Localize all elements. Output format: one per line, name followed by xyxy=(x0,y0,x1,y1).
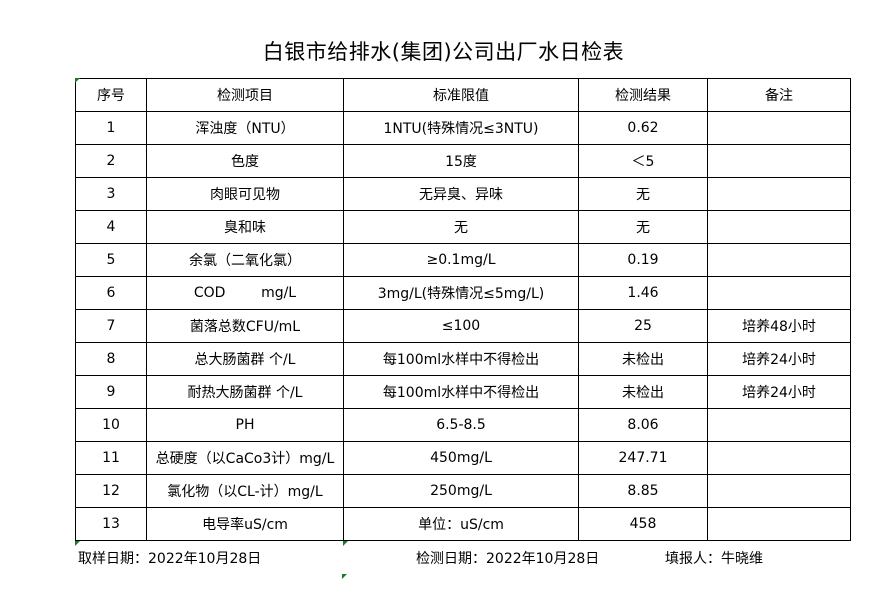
standard-limit: 6.5-8.5 xyxy=(343,408,579,442)
standard-limit: 每100ml水样中不得检出 xyxy=(343,375,579,409)
test-result: 458 xyxy=(578,507,708,541)
standard-limit: 无 xyxy=(343,210,579,244)
comment-marker-icon xyxy=(75,541,80,546)
test-item: 肉眼可见物 xyxy=(146,177,344,211)
row-index: 10 xyxy=(75,408,147,442)
standard-limit: 1NTU(特殊情况≤3NTU) xyxy=(343,111,579,145)
row-index: 5 xyxy=(75,243,147,277)
test-item: 浑浊度（NTU） xyxy=(146,111,344,145)
standard-limit: 250mg/L xyxy=(343,474,579,508)
remark xyxy=(707,144,851,178)
test-result: 未检出 xyxy=(578,375,708,409)
remark xyxy=(707,177,851,211)
standard-limit: 单位：uS/cm xyxy=(343,507,579,541)
table-row: 9 耐热大肠菌群 个/L 每100ml水样中不得检出 未检出 培养24小时 xyxy=(75,375,851,409)
table-row: 11 总硬度（以CaCo3计）mg/L 450mg/L 247.71 xyxy=(75,441,851,475)
test-item: COD mg/L xyxy=(146,276,344,310)
standard-limit: 无异臭、异味 xyxy=(343,177,579,211)
test-result: 25 xyxy=(578,309,708,343)
table-row: 3 肉眼可见物 无异臭、异味无 xyxy=(75,177,851,211)
row-index: 3 xyxy=(75,177,147,211)
row-index: 2 xyxy=(75,144,147,178)
table-row: 1 浑浊度（NTU） 1NTU(特殊情况≤3NTU) 0.62 xyxy=(75,111,851,145)
header-index: 序号 xyxy=(75,78,147,112)
test-result: 0.19 xyxy=(578,243,708,277)
remark xyxy=(707,441,851,475)
remark xyxy=(707,276,851,310)
remark xyxy=(707,210,851,244)
row-index: 13 xyxy=(75,507,147,541)
remark: 培养24小时 xyxy=(707,342,851,376)
table-row: 12 氯化物（以CL-计）mg/L 250mg/L 8.85 xyxy=(75,474,851,508)
row-index: 9 xyxy=(75,375,147,409)
table-row: 5 余氯（二氧化氯） ≥0.1mg/L 0.19 xyxy=(75,243,851,277)
standard-limit: ≥0.1mg/L xyxy=(343,243,579,277)
test-item: 臭和味 xyxy=(146,210,344,244)
standard-limit: 每100ml水样中不得检出 xyxy=(343,342,579,376)
page-title: 白银市给排水(集团)公司出厂水日检表 xyxy=(262,40,625,64)
test-item: 余氯（二氧化氯） xyxy=(146,243,344,277)
table-header-row: 序号 检测项目 标准限值 检测结果 备注 xyxy=(75,78,851,112)
remark xyxy=(707,408,851,442)
test-item: 耐热大肠菌群 个/L xyxy=(146,375,344,409)
comment-marker-icon xyxy=(342,574,347,579)
remark xyxy=(707,243,851,277)
row-index: 6 xyxy=(75,276,147,310)
header-limit: 标准限值 xyxy=(343,78,579,112)
test-result: 无 xyxy=(578,210,708,244)
standard-limit: 15度 xyxy=(343,144,579,178)
header-remark: 备注 xyxy=(707,78,851,112)
test-result: 0.62 xyxy=(578,111,708,145)
row-index: 4 xyxy=(75,210,147,244)
table-row: 10 PH 6.5-8.5 8.06 xyxy=(75,408,851,442)
header-item: 检测项目 xyxy=(146,78,344,112)
test-item: 总硬度（以CaCo3计）mg/L xyxy=(146,441,344,475)
row-index: 11 xyxy=(75,441,147,475)
table-row: 4 臭和味无无 xyxy=(75,210,851,244)
sampling-date: 取样日期：2022年10月28日 xyxy=(78,551,262,567)
comment-marker-icon xyxy=(343,541,348,546)
reporter: 填报人：牛晓维 xyxy=(665,551,763,567)
remark: 培养24小时 xyxy=(707,375,851,409)
table-row: 7 菌落总数CFU/mL ≤100 25 培养48小时 xyxy=(75,309,851,343)
remark xyxy=(707,474,851,508)
test-result: 247.71 xyxy=(578,441,708,475)
remark: 培养48小时 xyxy=(707,309,851,343)
comment-marker-icon xyxy=(75,78,80,83)
test-item: 菌落总数CFU/mL xyxy=(146,309,344,343)
table-row: 6 COD mg/L 3mg/L(特殊情况≤5mg/L) 1.46 xyxy=(75,276,851,310)
test-item: 氯化物（以CL-计）mg/L xyxy=(146,474,344,508)
test-item: PH xyxy=(146,408,344,442)
row-index: 8 xyxy=(75,342,147,376)
test-date: 检测日期：2022年10月28日 xyxy=(416,551,600,567)
remark xyxy=(707,111,851,145)
test-item: 总大肠菌群 个/L xyxy=(146,342,344,376)
row-index: 12 xyxy=(75,474,147,508)
standard-limit: 3mg/L(特殊情况≤5mg/L) xyxy=(343,276,579,310)
test-result: 无 xyxy=(578,177,708,211)
table-row: 2 色度 15度 ＜5 xyxy=(75,144,851,178)
inspection-table: 序号 检测项目 标准限值 检测结果 备注 1 浑浊度（NTU） 1NTU(特殊情况≤… xyxy=(75,78,851,541)
standard-limit: 450mg/L xyxy=(343,441,579,475)
test-item: 电导率uS/cm xyxy=(146,507,344,541)
test-result: ＜5 xyxy=(578,144,708,178)
test-result: 8.06 xyxy=(578,408,708,442)
test-result: 未检出 xyxy=(578,342,708,376)
test-result: 1.46 xyxy=(578,276,708,310)
row-index: 7 xyxy=(75,309,147,343)
remark xyxy=(707,507,851,541)
standard-limit: ≤100 xyxy=(343,309,579,343)
table-row: 8 总大肠菌群 个/L 每100ml水样中不得检出 未检出 培养24小时 xyxy=(75,342,851,376)
row-index: 1 xyxy=(75,111,147,145)
header-result: 检测结果 xyxy=(578,78,708,112)
test-item: 色度 xyxy=(146,144,344,178)
test-result: 8.85 xyxy=(578,474,708,508)
table-row: 13 电导率uS/cm 单位：uS/cm 458 xyxy=(75,507,851,541)
